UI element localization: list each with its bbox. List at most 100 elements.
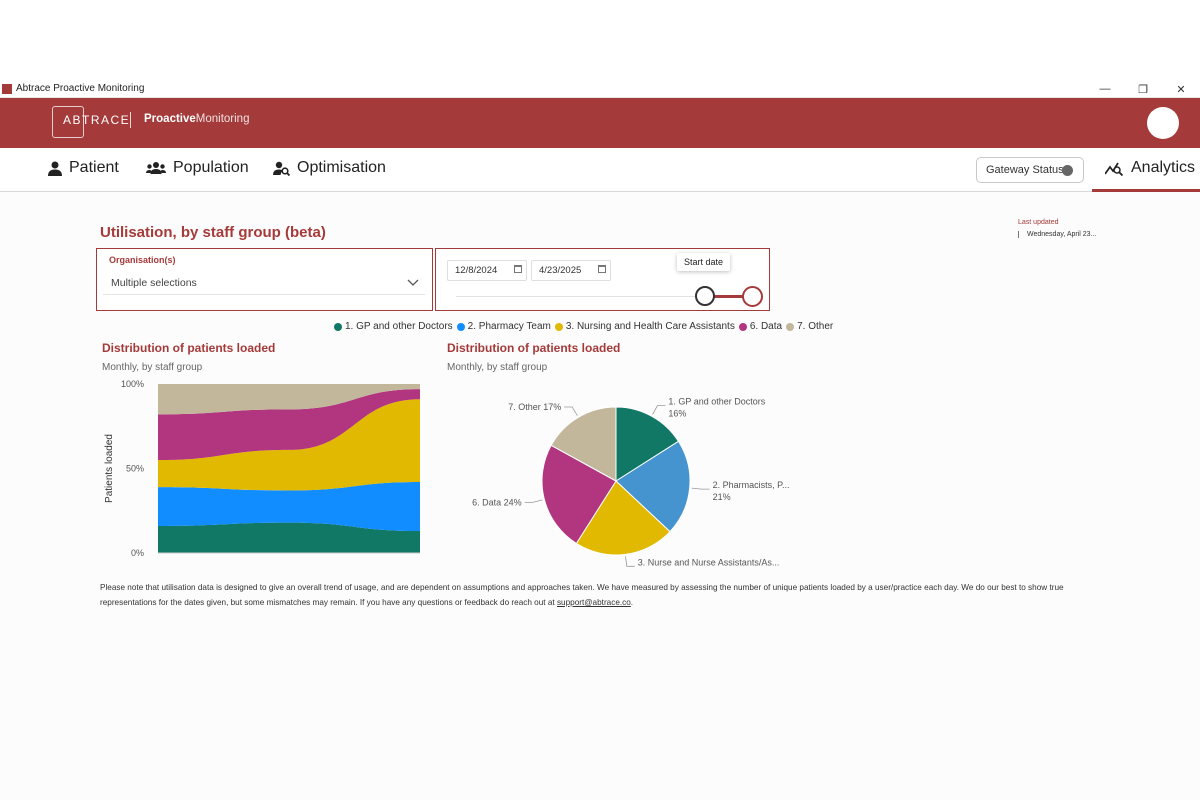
legend-item[interactable]: 6. Data xyxy=(738,321,783,332)
end-date-input[interactable]: 4/23/2025 xyxy=(531,260,611,281)
restore-button[interactable]: ❐ xyxy=(1138,83,1148,96)
app-window: Abtrace Proactive Monitoring — ❐ ✕ ABTRA… xyxy=(0,80,1200,800)
organisation-dropdown[interactable]: Multiple selections xyxy=(103,271,425,295)
area-series[interactable] xyxy=(158,384,420,415)
pie-leader-line xyxy=(691,487,710,490)
person-icon xyxy=(48,161,62,176)
close-button[interactable]: ✕ xyxy=(1176,83,1186,96)
window-controls: — ❐ ✕ xyxy=(1086,80,1200,98)
legend-item[interactable]: 2. Pharmacy Team xyxy=(456,321,551,332)
legend-label: 2. Pharmacy Team xyxy=(467,321,551,332)
legend-swatch xyxy=(738,322,747,331)
user-avatar[interactable] xyxy=(1147,107,1179,139)
area-series[interactable] xyxy=(158,399,420,491)
y-tick-label: 100% xyxy=(121,379,144,389)
legend-swatch xyxy=(456,322,465,331)
group-icon xyxy=(146,162,166,174)
pie-slice-label: 1. GP and other Doctors xyxy=(668,397,765,407)
start-date-value: 12/8/2024 xyxy=(455,265,498,276)
analytics-icon xyxy=(1105,162,1124,176)
disclaimer-end: . xyxy=(630,598,634,607)
nav-population-label: Population xyxy=(173,159,249,176)
pie-slice-label: 6. Data 24% xyxy=(472,497,522,507)
pie-leader-line xyxy=(564,406,578,416)
end-date-value: 4/23/2025 xyxy=(539,265,582,276)
page-title: Utilisation, by staff group (beta) xyxy=(100,224,326,241)
calendar-icon[interactable] xyxy=(598,265,606,273)
window-title: Abtrace Proactive Monitoring xyxy=(16,83,145,94)
pie-slice-label: 3. Nurse and Nurse Assistants/As... xyxy=(638,557,780,567)
person-search-icon xyxy=(273,161,290,176)
end-date-handle[interactable] xyxy=(742,286,763,307)
legend-item[interactable]: 3. Nursing and Health Care Assistants xyxy=(554,321,735,332)
organisation-filter: Organisation(s) Multiple selections xyxy=(96,248,433,311)
start-date-input[interactable]: 12/8/2024 xyxy=(447,260,527,281)
app-icon xyxy=(2,83,12,94)
gateway-status-button[interactable]: Gateway Status xyxy=(976,157,1084,183)
area-series[interactable] xyxy=(158,482,420,532)
logo-divider xyxy=(130,112,131,128)
app-name-light: Monitoring xyxy=(195,113,250,125)
pie-slice[interactable] xyxy=(550,406,617,482)
nav-patient-label: Patient xyxy=(69,159,119,176)
app-name-bold: Proactive xyxy=(144,113,196,125)
pie-leader-line xyxy=(524,499,543,503)
date-range-filter: 12/8/2024 4/23/2025 xyxy=(435,248,770,311)
legend-swatch xyxy=(334,322,342,331)
legend-swatch xyxy=(786,322,795,331)
pie-chart-subtitle: Monthly, by staff group xyxy=(447,362,548,373)
legend-item[interactable]: 7. Other xyxy=(786,321,833,332)
nav-patient[interactable]: Patient xyxy=(48,159,119,177)
legend-label: 7. Other xyxy=(797,321,834,332)
organisation-label: Organisation(s) xyxy=(109,255,176,265)
legend-label: 1. GP and other Doctors xyxy=(345,321,453,332)
legend-label: 3. Nursing and Health Care Assistants xyxy=(565,321,735,332)
app-name: ProactiveMonitoring xyxy=(144,113,249,125)
pie-leader-line xyxy=(652,405,666,415)
main-nav: Patient Population Optimisation Gateway … xyxy=(0,148,1200,192)
pie-slice[interactable] xyxy=(615,406,680,482)
start-date-handle[interactable] xyxy=(695,286,715,306)
gateway-status-indicator xyxy=(1062,165,1073,176)
title-bar: Abtrace Proactive Monitoring — ❐ ✕ xyxy=(0,80,1200,98)
pie-slice-value: 22% xyxy=(638,569,656,570)
area-series[interactable] xyxy=(158,389,420,461)
date-slider-range xyxy=(705,295,753,298)
last-updated-value: Wednesday, April 23... xyxy=(1018,231,1096,238)
pie-slice-label: 2. Pharmacists, P... xyxy=(713,480,790,490)
area-chart-title: Distribution of patients loaded xyxy=(102,341,276,355)
organisation-selected-value: Multiple selections xyxy=(111,277,197,289)
disclaimer-note: Please note that utilisation data is des… xyxy=(100,580,1110,610)
pie-slice-label: 7. Other 17% xyxy=(508,402,561,412)
nav-analytics[interactable]: Analytics xyxy=(1105,159,1195,177)
calendar-icon[interactable] xyxy=(514,265,522,273)
area-chart-subtitle: Monthly, by staff group xyxy=(102,362,203,373)
minimize-button[interactable]: — xyxy=(1099,83,1111,95)
y-tick-label: 0% xyxy=(131,548,144,556)
nav-optimisation[interactable]: Optimisation xyxy=(273,159,386,177)
app-header: ABTRACE ProactiveMonitoring xyxy=(0,98,1200,148)
slider-tooltip: Start date xyxy=(677,253,731,271)
area-series[interactable] xyxy=(158,522,420,553)
pie-slice[interactable] xyxy=(541,444,617,545)
logo-text: ABTRACE xyxy=(63,113,131,127)
pie-chart-title: Distribution of patients loaded xyxy=(447,341,621,355)
support-email-link[interactable]: support@abtrace.co xyxy=(556,598,631,607)
nav-analytics-label: Analytics xyxy=(1131,159,1196,176)
nav-population[interactable]: Population xyxy=(146,159,249,177)
pie-slice[interactable] xyxy=(615,440,691,533)
legend-item[interactable]: 1. GP and other Doctors xyxy=(334,321,453,332)
y-axis-label: Patients loaded xyxy=(104,434,115,503)
pie-slice[interactable] xyxy=(575,480,671,556)
disclaimer-text: Please note that utilisation data is des… xyxy=(100,583,1064,607)
chart-legend: 1. GP and other Doctors 2. Pharmacy Team 3… xyxy=(334,321,837,332)
legend-label: 6. Data xyxy=(749,321,783,332)
last-updated-label: Last updated xyxy=(1018,219,1059,226)
logo-mark xyxy=(52,106,84,138)
chevron-down-icon xyxy=(407,279,419,286)
pie-chart: 1. GP and other Doctors 16% 2. Pharmacists… xyxy=(472,397,790,570)
date-slider-track[interactable] xyxy=(456,296,756,297)
y-tick-label: 50% xyxy=(126,464,144,474)
gateway-status-label: Gateway Status xyxy=(986,164,1064,176)
legend-swatch xyxy=(554,322,563,331)
